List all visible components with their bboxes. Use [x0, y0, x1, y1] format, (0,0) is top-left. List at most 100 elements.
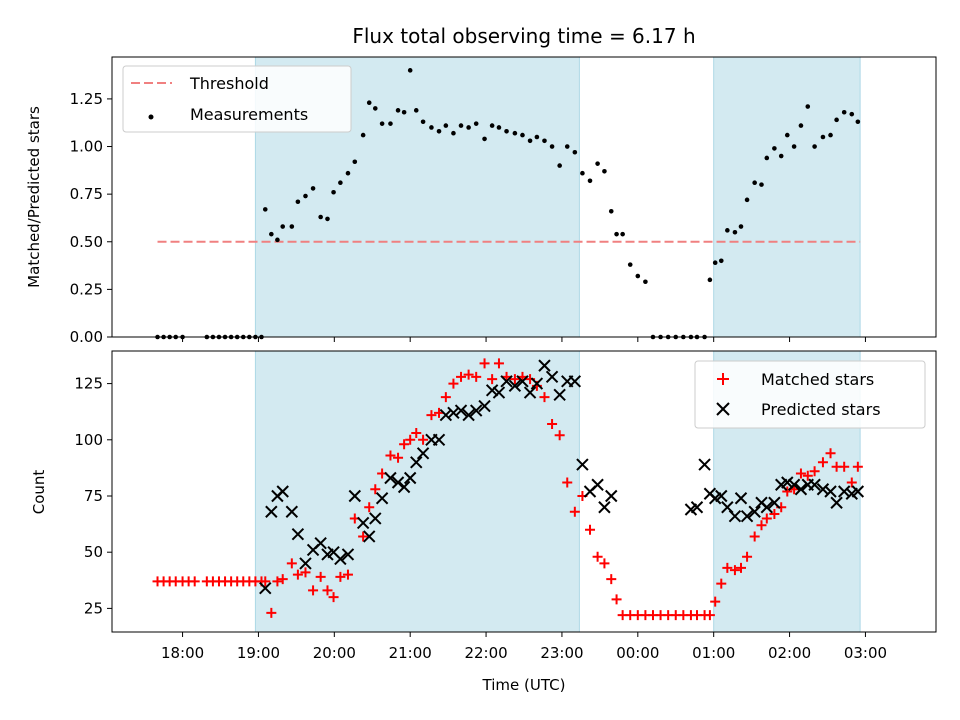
- predicted-star-point: [523, 386, 537, 399]
- predicted-star-point: [768, 496, 781, 509]
- x-tick-label: 03:00: [844, 644, 887, 662]
- measurement-point: [725, 228, 730, 233]
- predicted-star-point: [830, 496, 843, 509]
- measurement-point: [752, 180, 757, 186]
- measurement-point: [564, 144, 570, 149]
- legend-matched-label: Matched stars: [761, 370, 874, 389]
- matched-star-point: [399, 439, 410, 450]
- measurement-point: [614, 231, 619, 237]
- predicted-star-point: [447, 406, 460, 420]
- predicted-star-point: [824, 485, 837, 498]
- measurement-point: [812, 144, 817, 149]
- measurement-point: [451, 130, 456, 136]
- matched-star-point: [846, 477, 857, 488]
- measurement-point: [420, 119, 426, 125]
- bottom-panel: 18:00 19:00 20:00 21:00 22:00 23:00 00:00 01:00…: [30, 350, 937, 694]
- predicted-star-point: [837, 485, 851, 498]
- measurement-point: [798, 123, 804, 128]
- measurement-point: [395, 108, 401, 113]
- measurement-point: [805, 104, 811, 109]
- measurement-point: [759, 182, 764, 187]
- matched-star-point: [440, 392, 451, 403]
- top-panel: 0.00 0.25 0.50 0.75 1.00 1.25 Matched/Predict…: [25, 56, 937, 346]
- measurement-point: [580, 170, 585, 176]
- predicted-star-point: [787, 478, 801, 491]
- measurement-point: [772, 146, 777, 151]
- measurement-point: [557, 163, 562, 168]
- predicted-star-point: [576, 458, 589, 471]
- matched-star-point: [585, 524, 596, 535]
- x-tick-label: 02:00: [768, 644, 811, 662]
- matched-star-point: [839, 461, 850, 472]
- top-axes-frame: [111, 56, 937, 338]
- y-tick-label: 75: [84, 487, 103, 505]
- measurement-point: [738, 224, 744, 229]
- bottom-legend-box: [694, 360, 926, 429]
- predicted-star-point: [760, 501, 774, 514]
- measurement-point: [496, 125, 502, 130]
- matched-star-point: [761, 513, 772, 524]
- y-tick-label: 50: [84, 543, 103, 561]
- predicted-star-point: [291, 528, 305, 541]
- measurement-point: [527, 138, 533, 144]
- measurement-point: [366, 100, 372, 106]
- measurement-point: [732, 229, 738, 235]
- top-y-axis-label: Matched/Predicted stars: [25, 106, 43, 288]
- matched-star-point: [809, 466, 820, 477]
- measurement-point: [269, 231, 274, 237]
- measurement-point: [275, 237, 280, 243]
- measurement-point: [352, 159, 358, 165]
- measurement-point: [855, 119, 861, 125]
- matched-star-point: [729, 565, 740, 576]
- matched-star-point: [742, 551, 753, 562]
- matched-star-point: [509, 374, 520, 385]
- matched-star-point: [315, 571, 326, 582]
- measurement-point: [289, 224, 295, 229]
- matched-star-point: [277, 574, 288, 585]
- predicted-star-point: [698, 458, 711, 471]
- y-tick-label: 25: [84, 599, 103, 617]
- legend-matched-swatch: [717, 373, 729, 385]
- predicted-star-point: [734, 492, 748, 505]
- matched-star-point: [795, 468, 806, 479]
- predicted-star-point: [715, 489, 728, 503]
- predicted-star-point: [454, 404, 468, 417]
- predicted-star-point: [851, 485, 865, 498]
- measurement-point: [587, 178, 593, 184]
- y-tick-label: 0.50: [70, 233, 103, 251]
- matched-star-point: [308, 585, 319, 596]
- matched-star-point: [599, 558, 610, 569]
- matched-star-point: [463, 369, 474, 380]
- matched-star-point: [370, 484, 381, 495]
- measurement-point: [489, 123, 495, 128]
- predicted-star-point: [265, 505, 278, 518]
- measurement-point: [338, 180, 343, 186]
- predicted-star-point: [334, 552, 347, 566]
- x-tick-label: 00:00: [616, 644, 659, 662]
- matched-star-point: [300, 567, 311, 578]
- predicted-star-point: [530, 377, 544, 390]
- measurement-point: [627, 262, 633, 267]
- predicted-star-point: [485, 384, 499, 397]
- matched-star-point: [716, 578, 727, 589]
- measurement-point: [372, 106, 378, 111]
- predicted-star-point: [794, 483, 808, 496]
- predicted-star-point: [276, 485, 289, 498]
- matched-star-point: [611, 594, 622, 605]
- measurement-point: [828, 132, 833, 138]
- x-tick-label: 19:00: [237, 644, 280, 662]
- matched-star-point: [358, 531, 369, 542]
- predicted-star-point: [568, 375, 582, 388]
- matched-star-point: [606, 574, 617, 585]
- matched-star-point: [266, 607, 277, 618]
- matched-star-points: [152, 358, 863, 621]
- matched-star-point: [817, 457, 828, 468]
- bottom-x-ticks: 18:00 19:00 20:00 21:00 22:00 23:00 00:00 01:00…: [161, 632, 887, 662]
- measurement-point: [595, 161, 600, 166]
- measurement-point: [849, 111, 855, 117]
- x-tick-label: 21:00: [389, 644, 432, 662]
- predicted-star-point: [397, 480, 411, 494]
- chart-title: Flux total observing time = 6.17 h: [352, 24, 695, 48]
- predicted-star-point: [391, 476, 405, 489]
- matched-star-point: [322, 585, 333, 596]
